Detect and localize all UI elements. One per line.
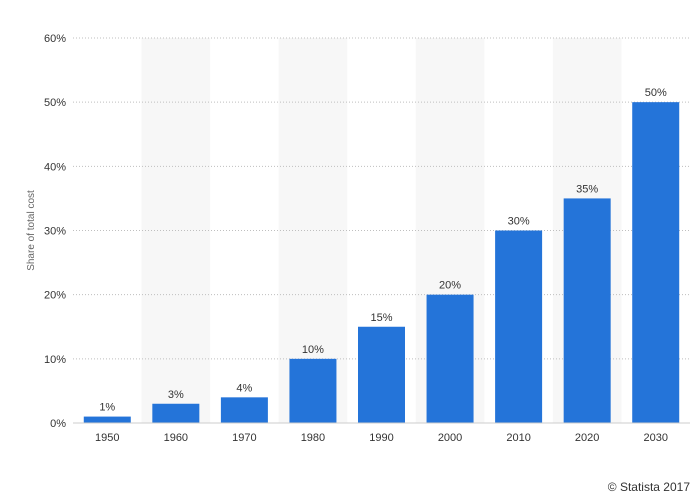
y-axis-title: Share of total cost: [26, 190, 37, 271]
bar: [563, 198, 611, 423]
x-tick-label: 2010: [506, 432, 530, 444]
data-label: 20%: [439, 280, 461, 292]
x-tick-label: 1980: [301, 432, 325, 444]
data-label: 1%: [99, 402, 115, 414]
bar: [152, 403, 200, 423]
data-label: 15%: [370, 312, 392, 324]
y-tick-label: 30%: [44, 226, 66, 238]
x-axis-ticks: 1950 1960 1970 1980 1990 2000 2010 2020 2030: [95, 432, 668, 444]
y-axis-ticks: 0% 10% 20% 30% 40% 50% 60%: [44, 33, 66, 430]
data-label: 30%: [508, 216, 530, 228]
bar: [83, 416, 131, 423]
x-tick-label: 2020: [575, 432, 599, 444]
data-labels: 1% 3% 4% 10% 15% 20% 30% 35% 50%: [99, 87, 667, 413]
x-tick-label: 1950: [95, 432, 119, 444]
x-tick-label: 2030: [643, 432, 667, 444]
bar: [289, 358, 337, 423]
bar: [632, 102, 680, 424]
y-tick-label: 0%: [50, 418, 66, 430]
bar: [495, 230, 543, 423]
x-tick-label: 1960: [164, 432, 188, 444]
y-tick-label: 60%: [44, 33, 66, 45]
y-tick-label: 50%: [44, 97, 66, 109]
bars: [83, 102, 680, 424]
data-label: 10%: [302, 344, 324, 356]
y-tick-label: 40%: [44, 161, 66, 173]
data-label: 50%: [645, 87, 667, 99]
y-tick-label: 20%: [44, 290, 66, 302]
data-label: 4%: [236, 382, 252, 394]
bar: [426, 294, 474, 423]
bar: [220, 397, 268, 423]
data-label: 35%: [576, 183, 598, 195]
data-label: 3%: [168, 389, 184, 401]
gridlines: [73, 37, 690, 360]
x-tick-label: 1970: [232, 432, 256, 444]
x-tick-label: 1990: [369, 432, 393, 444]
bar: [358, 326, 405, 423]
source-credit: © Statista 2017: [607, 480, 690, 494]
y-tick-label: 10%: [44, 354, 66, 366]
x-tick-label: 2000: [438, 432, 462, 444]
